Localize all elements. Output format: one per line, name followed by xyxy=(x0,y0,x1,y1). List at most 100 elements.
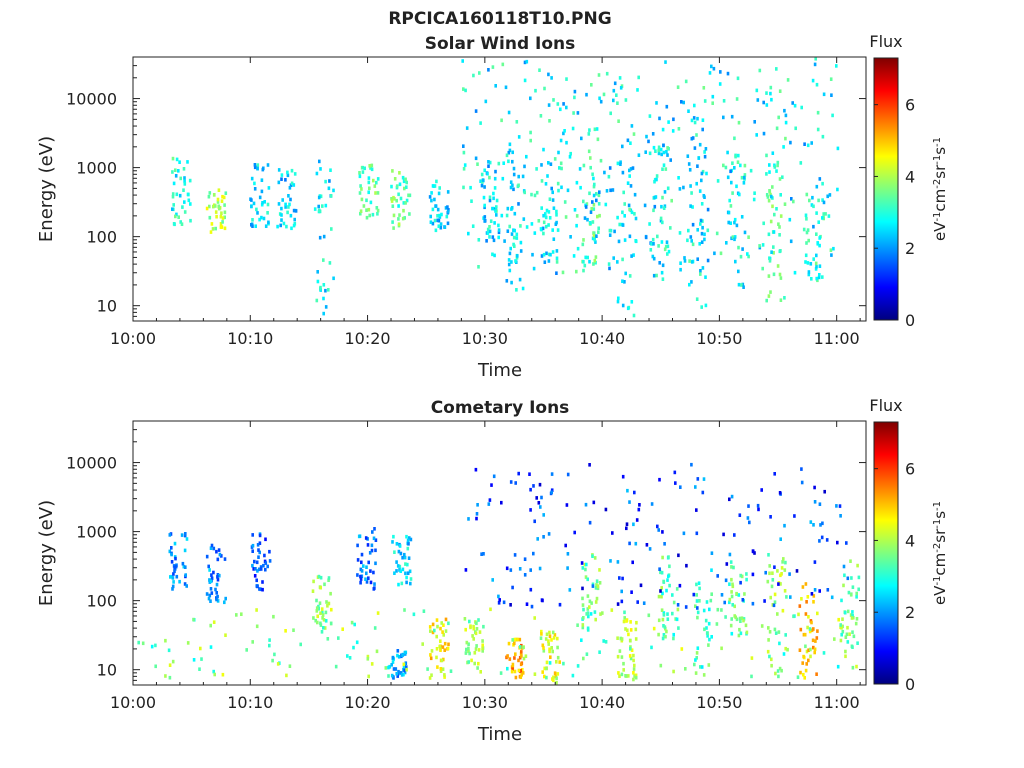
heatmap-cell xyxy=(780,668,783,673)
heatmap-cell xyxy=(172,203,175,207)
heatmap-cell xyxy=(585,562,588,567)
heatmap-cell xyxy=(652,273,656,278)
heatmap-cell xyxy=(563,200,567,204)
heatmap-cell xyxy=(772,251,775,255)
heatmap-cell xyxy=(481,646,484,651)
heatmap-cell xyxy=(462,150,466,155)
heatmap-cell xyxy=(444,617,448,622)
heatmap-cell xyxy=(666,186,670,191)
heatmap-cell xyxy=(485,239,488,243)
plot-frame xyxy=(132,56,867,322)
heatmap-cell xyxy=(180,222,184,226)
heatmap-cell xyxy=(840,632,843,637)
heatmap-cell xyxy=(256,569,259,573)
heatmap-cell xyxy=(716,574,719,578)
heatmap-cell xyxy=(726,175,730,180)
heatmap-cell xyxy=(321,616,324,620)
heatmap-cell xyxy=(321,613,325,617)
heatmap-cell xyxy=(478,71,481,75)
heatmap-cell xyxy=(464,88,467,93)
heatmap-cell xyxy=(555,256,559,261)
heatmap-cell xyxy=(369,569,372,573)
heatmap-cell xyxy=(319,285,322,290)
heatmap-cell xyxy=(594,260,597,265)
heatmap-cell xyxy=(409,581,412,586)
heatmap-cell xyxy=(722,99,726,103)
heatmap-cell xyxy=(286,173,290,178)
heatmap-cell xyxy=(487,502,491,506)
heatmap-cell xyxy=(532,266,536,271)
heatmap-cell xyxy=(404,562,407,566)
heatmap-cell xyxy=(486,231,490,235)
heatmap-cell xyxy=(733,217,737,222)
heatmap-cell xyxy=(677,626,680,630)
heatmap-cell xyxy=(626,138,630,143)
heatmap-cell xyxy=(699,269,702,273)
heatmap-cell xyxy=(619,160,622,164)
heatmap-cell xyxy=(782,145,785,149)
heatmap-cell xyxy=(422,609,426,613)
heatmap-cell xyxy=(811,78,815,83)
heatmap-cell xyxy=(515,236,519,240)
heatmap-cells xyxy=(137,462,861,685)
heatmap-cell xyxy=(835,64,838,68)
heatmap-cell xyxy=(666,612,669,616)
heatmap-cell xyxy=(170,552,173,557)
heatmap-cell xyxy=(510,206,514,210)
heatmap-cell xyxy=(769,91,772,96)
heatmap-cell xyxy=(368,186,371,191)
heatmap-cell xyxy=(506,666,509,671)
heatmap-cell xyxy=(588,128,591,132)
heatmap-cell xyxy=(749,168,753,173)
heatmap-cell xyxy=(647,139,650,144)
heatmap-cell xyxy=(177,215,180,219)
heatmap-cell xyxy=(808,198,811,203)
heatmap-cell xyxy=(715,231,719,236)
heatmap-cell xyxy=(672,669,675,674)
heatmap-cell xyxy=(609,188,612,193)
heatmap-cell xyxy=(730,594,734,599)
heatmap-cell xyxy=(584,255,587,260)
heatmap-cell xyxy=(318,235,322,240)
heatmap-cell xyxy=(612,256,615,260)
heatmap-cell xyxy=(814,267,818,271)
heatmap-cell xyxy=(807,270,811,274)
heatmap-cell xyxy=(443,225,447,229)
heatmap-cell xyxy=(507,262,511,267)
heatmap-cell xyxy=(224,191,228,195)
heatmap-cell xyxy=(177,169,180,173)
heatmap-cell xyxy=(773,165,777,169)
heatmap-cell xyxy=(630,124,634,128)
heatmap-cell xyxy=(804,253,808,258)
heatmap-cell xyxy=(684,605,688,609)
heatmap-cell xyxy=(290,168,294,173)
heatmap-cell xyxy=(210,573,213,577)
heatmap-cell xyxy=(408,212,411,216)
heatmap-cell xyxy=(773,565,776,569)
heatmap-cell xyxy=(843,610,847,615)
heatmap-cell xyxy=(222,195,226,200)
heatmap-cell xyxy=(569,151,572,156)
heatmap-cell xyxy=(661,167,664,171)
heatmap-cell xyxy=(647,613,651,618)
heatmap-cell xyxy=(217,188,221,192)
heatmap-cell xyxy=(565,77,568,81)
heatmap-cell xyxy=(407,556,411,560)
heatmap-cell xyxy=(591,554,594,558)
heatmap-cell xyxy=(761,243,765,247)
heatmap-cell xyxy=(499,671,503,675)
heatmap-cell xyxy=(818,273,821,277)
heatmap-cell xyxy=(720,608,723,612)
heatmap-cell xyxy=(405,665,408,669)
heatmap-cell xyxy=(710,592,713,596)
heatmap-cell xyxy=(733,166,736,170)
heatmap-cell xyxy=(764,570,767,575)
heatmap-cell xyxy=(268,549,271,554)
heatmap-cell xyxy=(403,555,407,560)
heatmap-cell xyxy=(525,225,529,229)
heatmap-cell xyxy=(434,228,438,233)
heatmap-cell xyxy=(630,210,634,215)
heatmap-cell xyxy=(219,214,223,219)
heatmap-cell xyxy=(775,126,779,131)
heatmap-cell xyxy=(595,234,598,238)
